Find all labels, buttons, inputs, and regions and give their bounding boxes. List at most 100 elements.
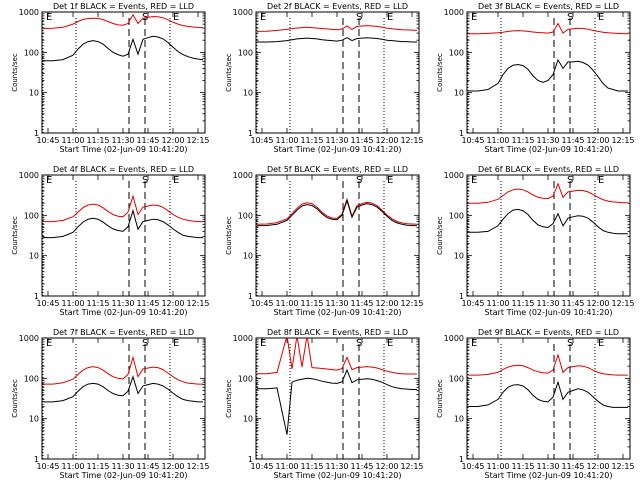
x-tick-label: 11:15 <box>86 136 109 145</box>
y-tick-label: 100 <box>238 48 253 57</box>
x-tick-label: 11:45 <box>136 136 159 145</box>
marker-label: E <box>471 12 477 23</box>
axes-frame <box>41 11 206 134</box>
x-tick-label: 11:15 <box>300 299 323 308</box>
y-axis-label: Counts/sec <box>225 216 233 255</box>
y-tick-label: 1000 <box>19 334 39 343</box>
panel-det-3: Det 3f BLACK = Events, RED = LLD 1 10 100 10… <box>436 2 635 154</box>
marker-label: S <box>356 12 362 23</box>
x-tick-label: 11:45 <box>350 136 373 145</box>
y-tick-label: 1 <box>459 455 464 464</box>
series-line-events <box>257 368 417 435</box>
panel-title: Det 2f BLACK = Events, RED = LLD <box>267 2 408 11</box>
marker-label: E <box>46 338 52 349</box>
x-tick-label: 11:00 <box>275 299 298 308</box>
x-tick-label: 11:45 <box>350 299 373 308</box>
series-line-events <box>256 199 418 227</box>
x-tick-label: 11:45 <box>136 299 159 308</box>
marker-label: E <box>598 175 604 186</box>
marker-label: E <box>173 175 179 186</box>
x-tick-label: 12:00 <box>161 462 184 471</box>
x-tick-label: 11:15 <box>86 462 109 471</box>
series-line-events <box>43 35 204 62</box>
axes-frame <box>41 174 206 297</box>
series-line-events <box>257 37 417 43</box>
y-tick-label: 100 <box>238 211 253 220</box>
x-tick-label: 11:15 <box>511 462 534 471</box>
y-tick-label: 10 <box>29 89 39 98</box>
x-tick-label: 12:15 <box>400 299 423 308</box>
x-tick-label: 11:30 <box>111 462 134 471</box>
x-tick-label: 11:15 <box>511 136 534 145</box>
panel-title: Det 4f BLACK = Events, RED = LLD <box>53 165 194 174</box>
panel-title: Det 6f BLACK = Events, RED = LLD <box>478 165 619 174</box>
series-line-events <box>43 208 203 239</box>
axes-frame <box>466 174 631 297</box>
x-axis-label: Start Time (02-Jun-09 10:41:20) <box>274 145 402 154</box>
marker-label: S <box>356 175 362 186</box>
x-tick-label: 11:15 <box>300 136 323 145</box>
x-tick-label: 12:15 <box>400 462 423 471</box>
x-tick-label: 12:15 <box>400 136 423 145</box>
marker-label: S <box>142 338 148 349</box>
marker-label: E <box>46 12 52 23</box>
y-tick-label: 100 <box>24 211 39 220</box>
x-tick-label: 11:15 <box>511 299 534 308</box>
y-tick-label: 10 <box>454 252 464 261</box>
y-tick-label: 10 <box>243 252 253 261</box>
y-tick-label: 1000 <box>233 171 253 180</box>
x-tick-label: 12:15 <box>611 136 634 145</box>
y-axis-label: Counts/sec <box>436 216 444 255</box>
marker-label: S <box>142 175 148 186</box>
marker-label: E <box>173 338 179 349</box>
x-tick-label: 11:00 <box>61 462 84 471</box>
marker-label: E <box>260 175 266 186</box>
x-tick-label: 11:45 <box>136 462 159 471</box>
panel-det-8: Det 8f BLACK = Events, RED = LLD 1 10 100 10… <box>225 328 424 480</box>
x-tick-label: 12:15 <box>611 299 634 308</box>
x-tick-label: 12:00 <box>161 136 184 145</box>
y-tick-label: 10 <box>454 89 464 98</box>
marker-label: E <box>260 338 266 349</box>
panel-det-1: Det 1f BLACK = Events, RED = LLD 1 10 100 10… <box>11 2 210 154</box>
panel-det-7: Det 7f BLACK = Events, RED = LLD 1 10 100 10… <box>11 328 210 480</box>
x-tick-label: 10:45 <box>461 136 484 145</box>
panel-det-5: Det 5f BLACK = Events, RED = LLD 1 10 100 10… <box>225 165 424 317</box>
axes-frame <box>466 337 631 460</box>
x-tick-label: 10:45 <box>250 462 273 471</box>
panel-title: Det 7f BLACK = Events, RED = LLD <box>53 328 194 337</box>
x-tick-label: 10:45 <box>36 462 59 471</box>
y-axis-label: Counts/sec <box>436 53 444 92</box>
series-line-lld <box>257 338 417 375</box>
y-axis-label: Counts/sec <box>225 53 233 92</box>
y-tick-label: 100 <box>24 48 39 57</box>
x-tick-label: 11:00 <box>486 462 509 471</box>
y-tick-label: 1 <box>248 129 253 138</box>
y-tick-label: 1 <box>248 292 253 301</box>
x-tick-label: 11:45 <box>561 462 584 471</box>
panel-title: Det 9f BLACK = Events, RED = LLD <box>478 328 619 337</box>
series-line-events <box>43 375 203 403</box>
x-tick-label: 12:15 <box>186 299 209 308</box>
x-axis-label: Start Time (02-Jun-09 10:41:20) <box>274 308 402 317</box>
marker-label: E <box>46 175 52 186</box>
x-tick-label: 11:30 <box>111 136 134 145</box>
x-tick-label: 11:30 <box>536 299 559 308</box>
x-tick-label: 11:15 <box>300 462 323 471</box>
x-tick-label: 11:00 <box>275 136 298 145</box>
x-tick-label: 11:00 <box>486 136 509 145</box>
y-tick-label: 100 <box>449 374 464 383</box>
marker-label: E <box>598 12 604 23</box>
panel-det-2: Det 2f BLACK = Events, RED = LLD 1 10 100 10… <box>225 2 424 154</box>
y-tick-label: 100 <box>24 374 39 383</box>
x-axis-label: Start Time (02-Jun-09 10:41:20) <box>60 145 188 154</box>
x-tick-label: 11:30 <box>325 299 348 308</box>
x-tick-label: 12:00 <box>586 299 609 308</box>
marker-label: E <box>260 12 266 23</box>
y-tick-label: 1 <box>459 129 464 138</box>
x-tick-label: 12:15 <box>186 136 209 145</box>
panel-title: Det 5f BLACK = Events, RED = LLD <box>267 165 408 174</box>
y-tick-label: 1 <box>459 292 464 301</box>
series-line-events <box>468 58 628 92</box>
